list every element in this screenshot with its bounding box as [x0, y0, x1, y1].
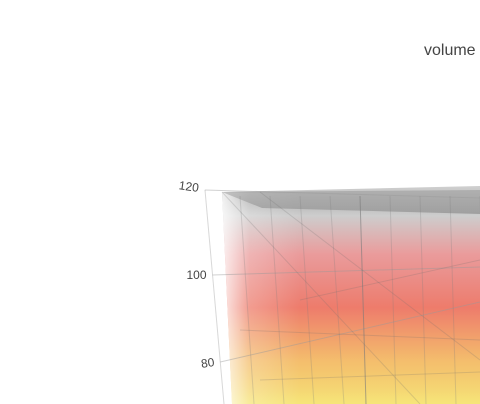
- z-gridline: [204, 189, 480, 199]
- vertical-gridline: [359, 195, 367, 404]
- z-tick-label: 120: [178, 178, 200, 195]
- z-axis-line: [204, 189, 225, 404]
- z-tick-label: 80: [200, 355, 215, 371]
- volume-left-fade: [222, 192, 300, 404]
- depth-gridline: [259, 191, 480, 361]
- volume-top-cap: [222, 186, 480, 214]
- depth-gridline: [239, 329, 480, 341]
- vertical-gridline: [329, 195, 345, 404]
- vertical-gridline: [239, 195, 255, 404]
- depth-gridline: [259, 371, 480, 381]
- chart-title: volume: [424, 42, 476, 59]
- vertical-gridline: [269, 195, 285, 404]
- vertical-gridline: [449, 195, 457, 404]
- z-tick-label: 100: [187, 268, 207, 282]
- grid-lines: [204, 189, 480, 404]
- z-gridline: [212, 266, 480, 276]
- z-gridline: [220, 301, 480, 363]
- vertical-gridline: [419, 195, 427, 404]
- depth-gridline: [221, 191, 421, 404]
- vertical-gridline: [299, 195, 315, 404]
- volume-body: [222, 186, 480, 404]
- depth-gridline: [299, 259, 480, 301]
- vertical-gridline: [389, 195, 397, 404]
- z-axis-ticks: 120 100 80: [178, 178, 216, 371]
